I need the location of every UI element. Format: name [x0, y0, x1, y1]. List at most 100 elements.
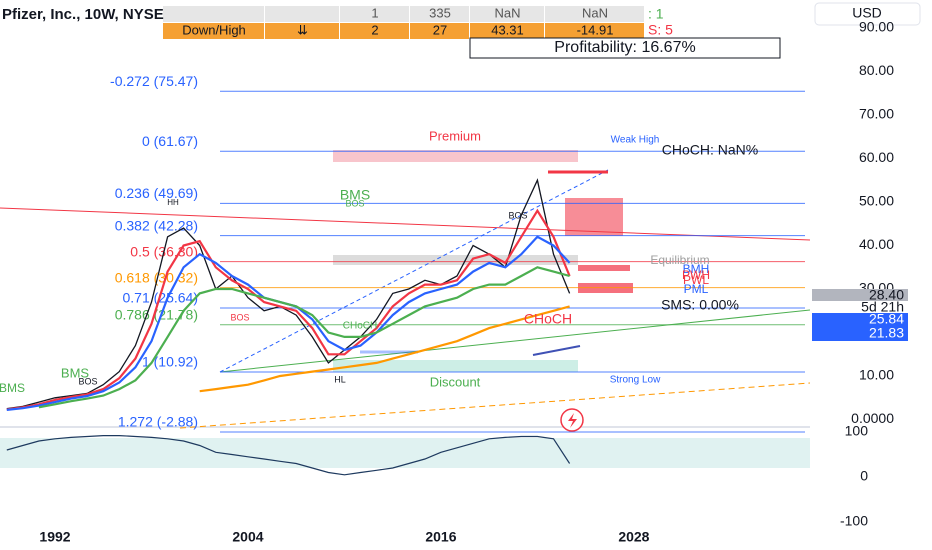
table-cell	[163, 23, 264, 39]
price-tag-label: 5d 21h	[861, 299, 904, 315]
fib-label: -0.272 (75.47)	[110, 73, 198, 89]
fib-label: 1.272 (-2.88)	[118, 414, 198, 430]
fib-label: 0 (61.67)	[142, 133, 198, 149]
annotation: BMH	[683, 262, 710, 276]
annotation: Weak High	[611, 135, 660, 146]
moving-average	[199, 305, 570, 393]
annotation: BMS	[340, 187, 370, 203]
price-tag	[812, 289, 908, 303]
x-tick-label: 1992	[39, 529, 70, 545]
y-tick-label: 0.0000	[851, 410, 894, 426]
status: S: 5	[648, 22, 673, 38]
price-axis	[810, 0, 932, 550]
fib-label: 0.382 (42.28)	[115, 217, 198, 233]
x-tick-label: 2028	[618, 529, 649, 545]
table-text: 2	[371, 22, 378, 37]
annotation: CHoCH: NaN%	[662, 142, 758, 158]
order-block	[578, 265, 630, 271]
order-block	[565, 198, 623, 236]
indicator-tick-label: 100	[845, 423, 869, 439]
fib-label: 0.236 (49.69)	[115, 185, 198, 201]
annotation: BOS	[345, 198, 364, 208]
profit-box	[469, 37, 781, 59]
currency: USD	[852, 5, 882, 21]
table-cell	[340, 6, 409, 22]
price-line	[6, 178, 571, 410]
y-tick-label: 50.00	[859, 193, 894, 209]
indicator-line	[6, 435, 571, 476]
y-tick-label: 90.00	[859, 19, 894, 35]
price-tag	[812, 301, 908, 315]
annotation: CHoCH	[343, 321, 377, 332]
annotation: PWH	[682, 268, 710, 282]
profitability: Profitability: 16.67%	[554, 39, 695, 56]
annotation: BMS	[0, 381, 25, 395]
annotation: HH	[167, 198, 179, 207]
equilibrium-zone	[333, 255, 578, 265]
currency-box	[814, 2, 921, 26]
trend-line	[0, 207, 811, 241]
table-text: 27	[433, 22, 447, 37]
annotation: BOS	[508, 210, 527, 220]
title: Pfizer, Inc., 10W, NYSE	[2, 6, 164, 23]
indicator-tick-label: 0	[860, 468, 868, 484]
table-text: -14.91	[577, 22, 614, 37]
annotation: HL	[334, 374, 346, 384]
fvg	[532, 345, 581, 356]
y-tick-label: 40.00	[859, 236, 894, 252]
x-tick-label: 2016	[425, 529, 456, 545]
table-text: NaN	[582, 5, 608, 20]
moving-average	[6, 208, 571, 411]
discount-zone	[333, 360, 578, 372]
fib-label: 1 (10.92)	[142, 354, 198, 370]
annotation: Strong Low	[610, 375, 661, 386]
price-tag-label: 28.40	[869, 287, 904, 303]
trend-line	[219, 309, 811, 373]
table-cell	[410, 6, 469, 22]
annotation: BOS	[230, 312, 249, 322]
table-cell	[340, 23, 409, 39]
annotation: PML	[684, 282, 709, 296]
alert-bolt	[568, 413, 577, 428]
fib-label: 0.786 (21.78)	[115, 306, 198, 322]
annotation: CHoCH	[524, 311, 572, 327]
annotation: BMS	[61, 365, 90, 380]
table-cell	[545, 23, 644, 39]
y-tick-label: 80.00	[859, 62, 894, 78]
premium-zone	[333, 150, 578, 162]
table-text: 335	[429, 5, 451, 20]
price-tag-label: 25.84	[869, 311, 904, 327]
indicator-band	[0, 438, 810, 468]
annotation: Equilibrium	[650, 253, 709, 267]
table-cell	[163, 6, 264, 22]
status: : 1	[648, 6, 664, 22]
table-cell	[545, 6, 644, 22]
indicator-tick-label: -100	[840, 513, 868, 529]
x-tick-label: 2004	[232, 529, 263, 545]
price-tag-label: 21.83	[869, 325, 904, 341]
annotation: Discount	[430, 374, 481, 389]
annotation: SMS: 0.00%	[661, 297, 739, 313]
moving-average	[38, 266, 570, 409]
trend-line	[179, 382, 811, 429]
annotation: BOS	[78, 376, 97, 386]
price-tag	[812, 327, 908, 341]
y-tick-label: 10.00	[859, 367, 894, 383]
table-cell	[410, 23, 469, 39]
price-tag	[812, 313, 908, 327]
table-text: NaN	[494, 5, 520, 20]
table-text: Down/High	[182, 22, 246, 37]
annotation: Premium	[429, 128, 481, 143]
table-cell	[470, 6, 544, 22]
table-cell	[470, 23, 544, 39]
table-text: 43.31	[491, 22, 524, 37]
table-cell	[265, 6, 339, 22]
table-text: 1	[371, 5, 378, 20]
y-tick-label: 70.00	[859, 106, 894, 122]
pane-divider	[0, 426, 810, 428]
table-text: ⇊	[297, 22, 308, 37]
annotation: PWL	[683, 273, 709, 287]
table-cell	[265, 23, 339, 39]
y-tick-label: 60.00	[859, 149, 894, 165]
